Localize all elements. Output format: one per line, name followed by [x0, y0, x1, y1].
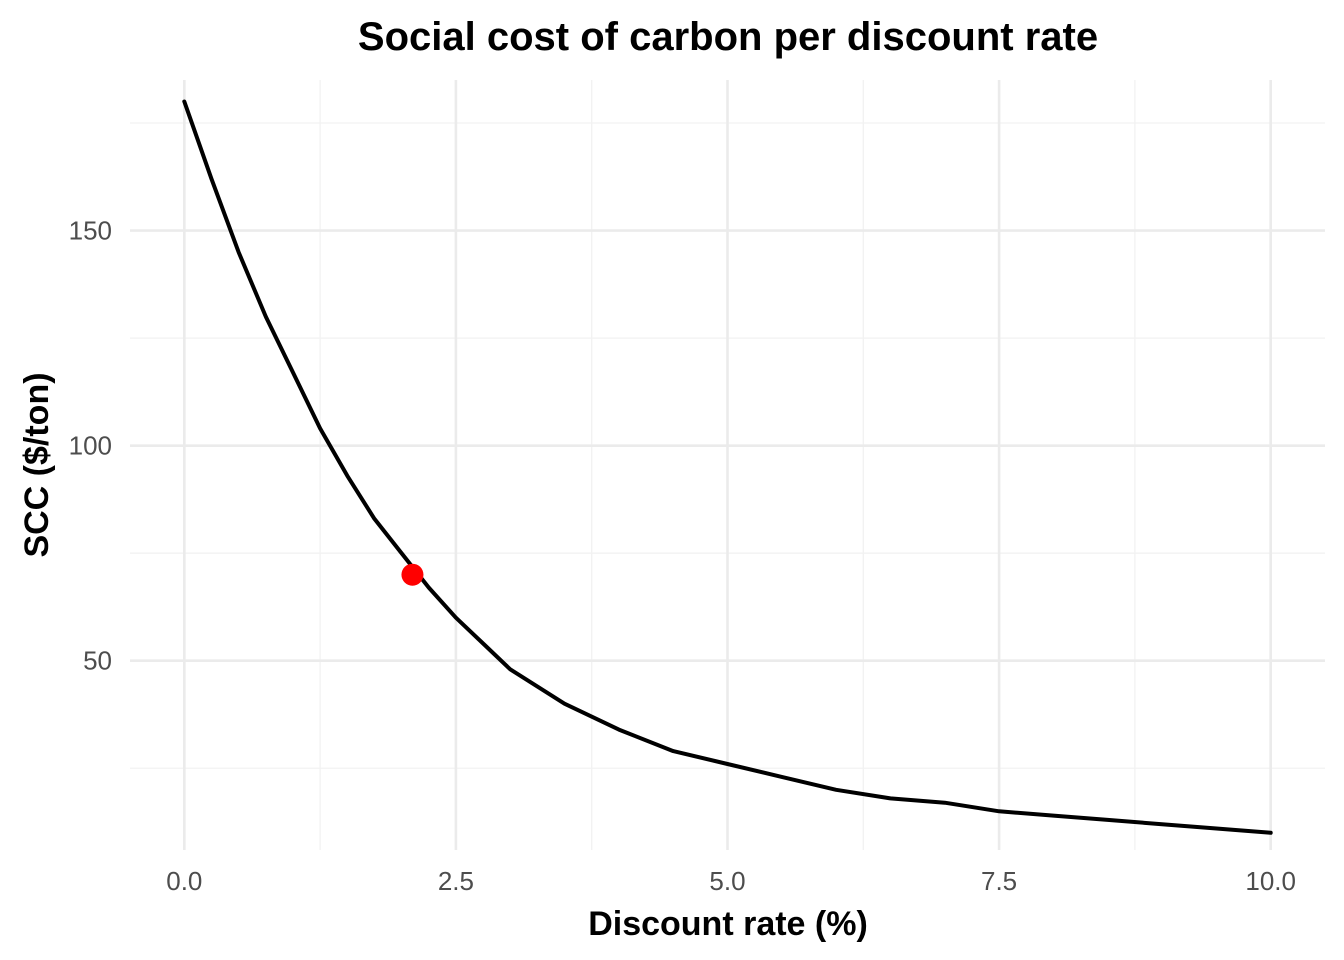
y-tick-label: 150: [69, 216, 112, 246]
x-axis-ticks: 0.0 2.5 5.0 7.5 10.0: [166, 866, 1296, 896]
chart-title: Social cost of carbon per discount rate: [358, 15, 1098, 59]
y-axis-title: SCC ($/ton): [18, 372, 56, 557]
y-tick-label: 100: [69, 431, 112, 461]
x-tick-label: 10.0: [1245, 866, 1296, 896]
major-gridlines: [130, 80, 1325, 850]
highlight-point: [401, 563, 424, 586]
x-tick-label: 5.0: [709, 866, 745, 896]
x-tick-label: 0.0: [166, 866, 202, 896]
highlight-layer: [401, 563, 424, 586]
x-axis-title: Discount rate (%): [588, 905, 868, 943]
series-layer: [182, 99, 1273, 835]
y-tick-label: 50: [83, 646, 112, 676]
scc-curve: [182, 99, 1273, 835]
y-axis-ticks: 50 100 150: [69, 216, 112, 676]
x-tick-label: 7.5: [981, 866, 1017, 896]
x-tick-label: 2.5: [438, 866, 474, 896]
